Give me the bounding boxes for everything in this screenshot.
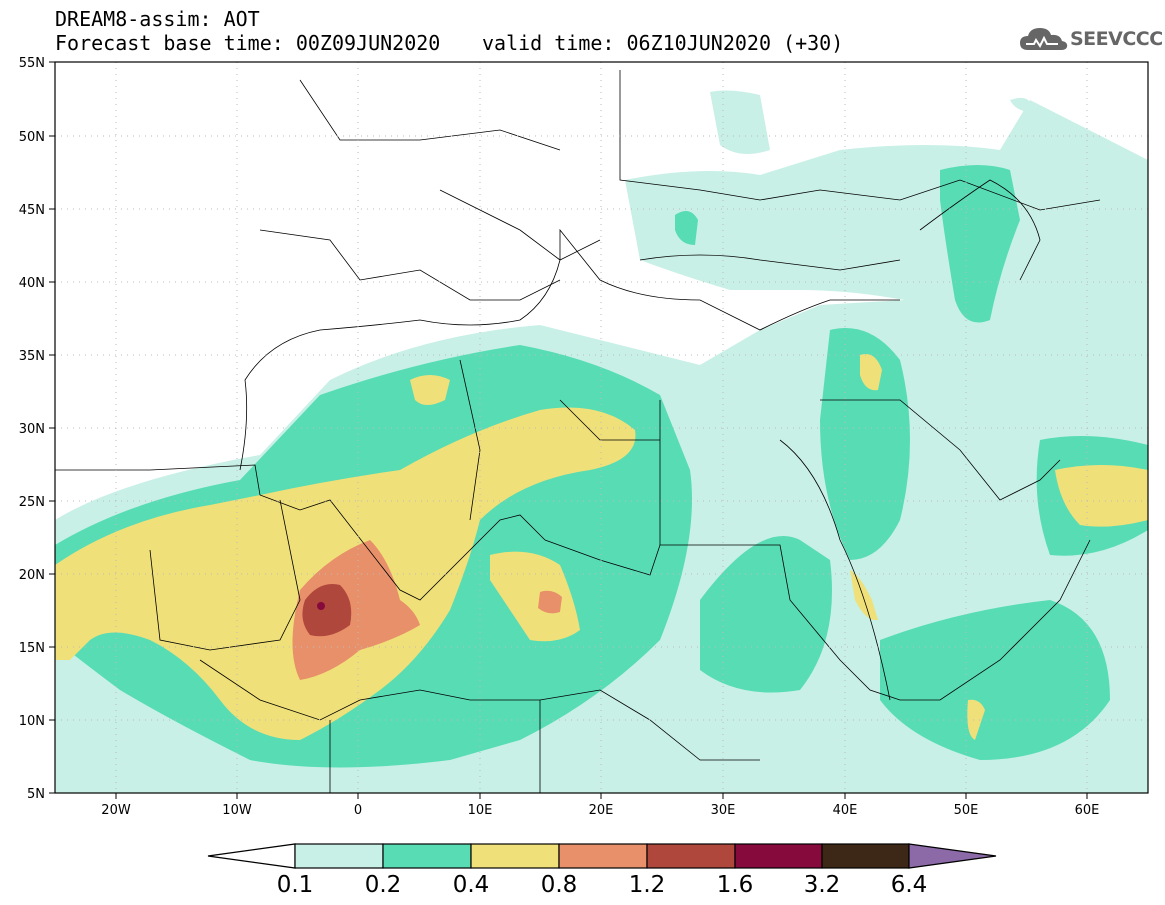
colorbar-label: 0.1 [276, 872, 314, 898]
lon-tick-labels: 20W 10W 0 10E 20E 30E 40E 50E 60E [101, 803, 1099, 818]
graticule [55, 62, 1148, 793]
colorbar-label: 0.2 [364, 872, 402, 898]
valid-time: valid time: 06Z10JUN2020 (+30) [482, 31, 844, 55]
seevccc-logo: SEEVCCC [1018, 24, 1163, 54]
colorbar-cell [821, 843, 910, 869]
lon-label: 40E [833, 803, 858, 818]
lat-label: 40N [19, 276, 45, 291]
lat-label: 25N [19, 495, 45, 510]
colorbar-cell [646, 843, 736, 869]
logo-text: SEEVCCC [1070, 28, 1163, 50]
tick-marks [49, 61, 1088, 799]
lon-label: 30E [711, 803, 736, 818]
lat-label: 50N [19, 130, 45, 145]
lon-label: 50E [954, 803, 979, 818]
colorbar-label: 6.4 [890, 872, 928, 898]
lon-label: 60E [1075, 803, 1100, 818]
colorbar-label: 0.8 [540, 872, 578, 898]
map-title: DREAM8-assim: AOT [55, 7, 260, 31]
lat-label: 30N [19, 422, 45, 437]
lat-label: 15N [19, 641, 45, 656]
lon-label: 0 [354, 803, 362, 818]
lat-label: 5N [27, 787, 45, 802]
lon-label: 10E [468, 803, 493, 818]
lon-label: 20E [589, 803, 614, 818]
colorbar-cell-over [908, 843, 997, 869]
lon-label: 10W [222, 803, 252, 818]
colorbar-cell [558, 843, 648, 869]
colorbar-cell [734, 843, 823, 869]
colorbar-label: 1.6 [716, 872, 754, 898]
coastlines-borders [55, 70, 1101, 793]
colorbar-cell [470, 843, 560, 869]
colorbar-label: 3.2 [803, 872, 841, 898]
colorbar-label: 0.4 [452, 872, 490, 898]
lat-label: 55N [19, 56, 45, 71]
lat-label: 35N [19, 349, 45, 364]
colorbar-cell [382, 843, 472, 869]
aot-level-1.2 [302, 584, 352, 637]
lat-label: 45N [19, 203, 45, 218]
colorbar [207, 843, 997, 869]
forecast-base-time: Forecast base time: 00Z09JUN2020 [55, 31, 441, 55]
lat-tick-labels: 5N 10N 15N 20N 25N 30N 35N 40N 45N 50N 5… [19, 56, 45, 802]
colorbar-cell [294, 843, 384, 869]
cloud-icon [1020, 28, 1068, 50]
lon-label: 20W [101, 803, 131, 818]
colorbar-label: 1.2 [628, 872, 666, 898]
aot-level-1.6 [317, 602, 325, 610]
colorbar-cell-under [207, 843, 296, 869]
lat-label: 20N [19, 568, 45, 583]
lat-label: 10N [19, 714, 45, 729]
